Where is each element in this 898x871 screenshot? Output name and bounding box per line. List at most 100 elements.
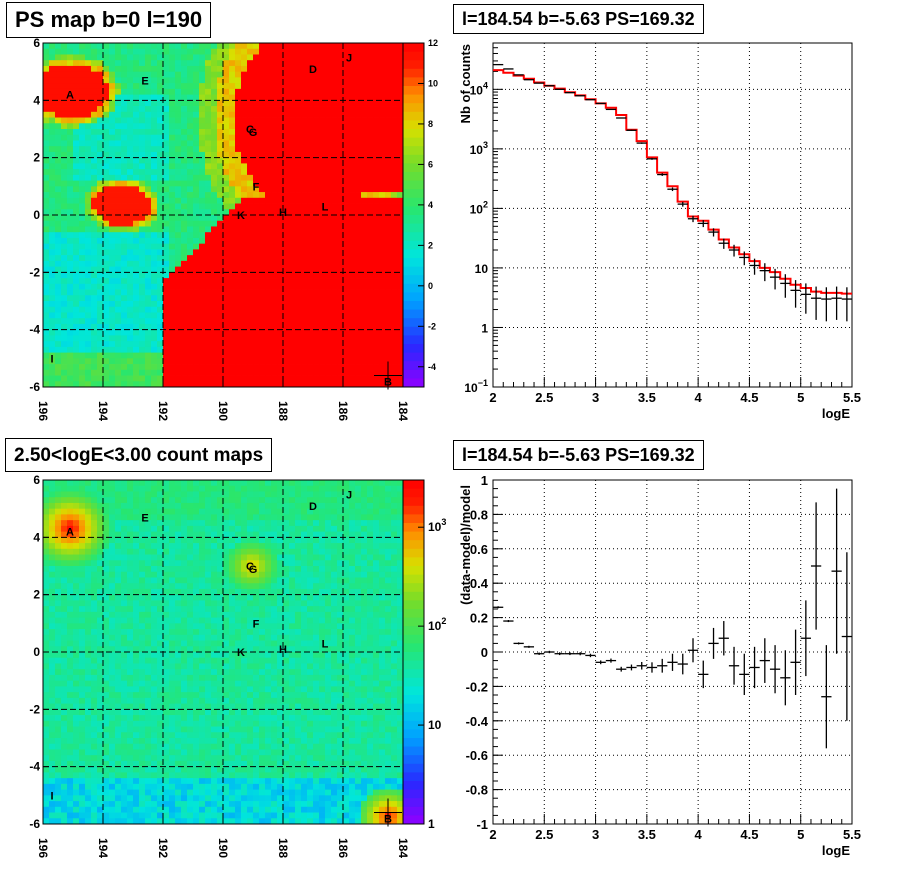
y-tick-label: 0.6 xyxy=(470,542,488,557)
x-tick-label: 2 xyxy=(489,390,496,405)
x-tick-label: 194 xyxy=(96,838,110,858)
y-tick-label: 103 xyxy=(470,140,488,157)
x-tick-label: 2.5 xyxy=(535,390,553,405)
colorbar-tick-label: -2 xyxy=(428,321,436,331)
colorbar-tick-label: 0 xyxy=(428,281,433,291)
y-tick-label: 10−1 xyxy=(464,378,488,395)
x-tick-label: 5.5 xyxy=(843,827,861,842)
heatmap-cells xyxy=(43,43,404,388)
source-marker-L: L xyxy=(322,201,329,213)
colorbar xyxy=(402,479,425,825)
y-tick-label: 2 xyxy=(33,588,40,602)
y-tick-label: -2 xyxy=(29,265,40,279)
y-tick-label: 0.4 xyxy=(470,576,489,591)
x-tick-label: 5.5 xyxy=(843,390,861,405)
residual-series xyxy=(493,488,852,749)
source-marker-L: L xyxy=(322,638,329,650)
x-tick-label: 194 xyxy=(96,401,110,421)
y-tick-label: -0.4 xyxy=(466,714,489,729)
ps-map-title: PS map b=0 l=190 xyxy=(6,2,212,38)
x-tick-label: 188 xyxy=(276,838,290,858)
y-tick-label: 0 xyxy=(33,208,40,222)
y-tick-label: 6 xyxy=(33,473,40,487)
y-tick-label: 0 xyxy=(481,645,488,660)
model-series-line xyxy=(493,69,852,295)
source-marker-K: K xyxy=(237,647,245,659)
y-tick-label: -6 xyxy=(29,817,40,831)
x-tick-label: 3 xyxy=(592,827,599,842)
x-tick-label: 3.5 xyxy=(638,827,656,842)
x-tick-label: 184 xyxy=(396,401,410,421)
colorbar-tick-label: 10 xyxy=(428,718,442,732)
y-tick-label: 1 xyxy=(481,321,488,335)
source-marker-H: H xyxy=(279,207,287,219)
source-marker-D: D xyxy=(309,501,317,513)
y-tick-label: -0.6 xyxy=(466,748,488,763)
spectrum-title: l=184.54 b=-5.63 PS=169.32 xyxy=(453,4,704,34)
source-marker-J: J xyxy=(346,52,352,64)
source-marker-H: H xyxy=(279,644,287,656)
data-series xyxy=(493,63,852,322)
y-tick-label: -6 xyxy=(29,380,40,394)
source-marker-F: F xyxy=(253,618,260,630)
source-marker-C: C xyxy=(246,124,254,136)
ps-map-panel: 196 194 192 190 188 186 184 6 4 2 0 -2 -4 -6 A E D J GC F K H… xyxy=(29,36,438,421)
plot-frame xyxy=(492,479,853,825)
colorbar-tick-label: 12 xyxy=(428,38,438,48)
colorbar-tick-label: 1 xyxy=(428,817,435,831)
source-marker-C: C xyxy=(246,561,254,573)
source-marker-I: I xyxy=(50,353,53,365)
y-tick-label: 0.2 xyxy=(470,611,488,626)
y-tick-label: 4 xyxy=(33,530,40,544)
colorbar-tick-label: 103 xyxy=(428,517,446,534)
x-tick-label: 188 xyxy=(276,401,290,421)
x-tick-label: 4 xyxy=(695,390,703,405)
y-tick-label: 0.8 xyxy=(470,507,488,522)
colorbar-tick-label: 102 xyxy=(428,616,446,633)
y-tick-label: 4 xyxy=(33,93,40,107)
source-marker-K: K xyxy=(237,210,245,222)
source-marker-E: E xyxy=(141,75,148,87)
x-tick-label: 186 xyxy=(336,401,350,421)
plot-frame xyxy=(492,42,853,388)
source-marker-A: A xyxy=(66,90,74,102)
colorbar-tick-label: 2 xyxy=(428,240,433,250)
x-axis-label: logE xyxy=(822,843,850,858)
y-axis-label: Nb of counts xyxy=(458,44,473,123)
y-tick-label: 10 xyxy=(475,262,489,276)
x-axis-label: logE xyxy=(822,406,850,421)
source-marker-G: G xyxy=(249,127,258,139)
y-tick-label: 104 xyxy=(470,80,488,97)
x-tick-label: 2 xyxy=(489,827,496,842)
x-tick-label: 196 xyxy=(36,401,50,421)
x-tick-label: 196 xyxy=(36,838,50,858)
x-tick-label: 3.5 xyxy=(638,390,656,405)
colorbar-tick-label: -4 xyxy=(428,362,436,372)
plot-grid xyxy=(493,43,852,387)
y-tick-label: 1 xyxy=(481,473,488,488)
colorbar-tick-label: 8 xyxy=(428,119,433,129)
map-grid xyxy=(43,480,403,824)
source-marker-J: J xyxy=(346,489,352,501)
map-grid xyxy=(43,43,403,387)
count-map-panel: 196 194 192 190 188 186 184 6 4 2 0 -2 -4 -6 A E D J GC F K H… xyxy=(29,473,446,858)
count-map-title: 2.50<logE<3.00 count maps xyxy=(5,438,273,472)
colorbar xyxy=(402,42,425,388)
y-tick-label: -1 xyxy=(476,817,488,832)
x-tick-label: 2.5 xyxy=(535,827,553,842)
y-tick-label: -2 xyxy=(29,702,40,716)
y-tick-label: -0.2 xyxy=(466,679,488,694)
colorbar-tick-label: 4 xyxy=(428,200,433,210)
x-tick-label: 5 xyxy=(797,390,804,405)
y-tick-label: 2 xyxy=(33,151,40,165)
source-marker-F: F xyxy=(253,181,260,193)
source-marker-D: D xyxy=(309,64,317,76)
x-tick-label: 186 xyxy=(336,838,350,858)
y-tick-label: -4 xyxy=(29,760,40,774)
x-tick-label: 192 xyxy=(156,838,170,858)
x-tick-label: 192 xyxy=(156,401,170,421)
x-tick-label: 190 xyxy=(216,838,230,858)
